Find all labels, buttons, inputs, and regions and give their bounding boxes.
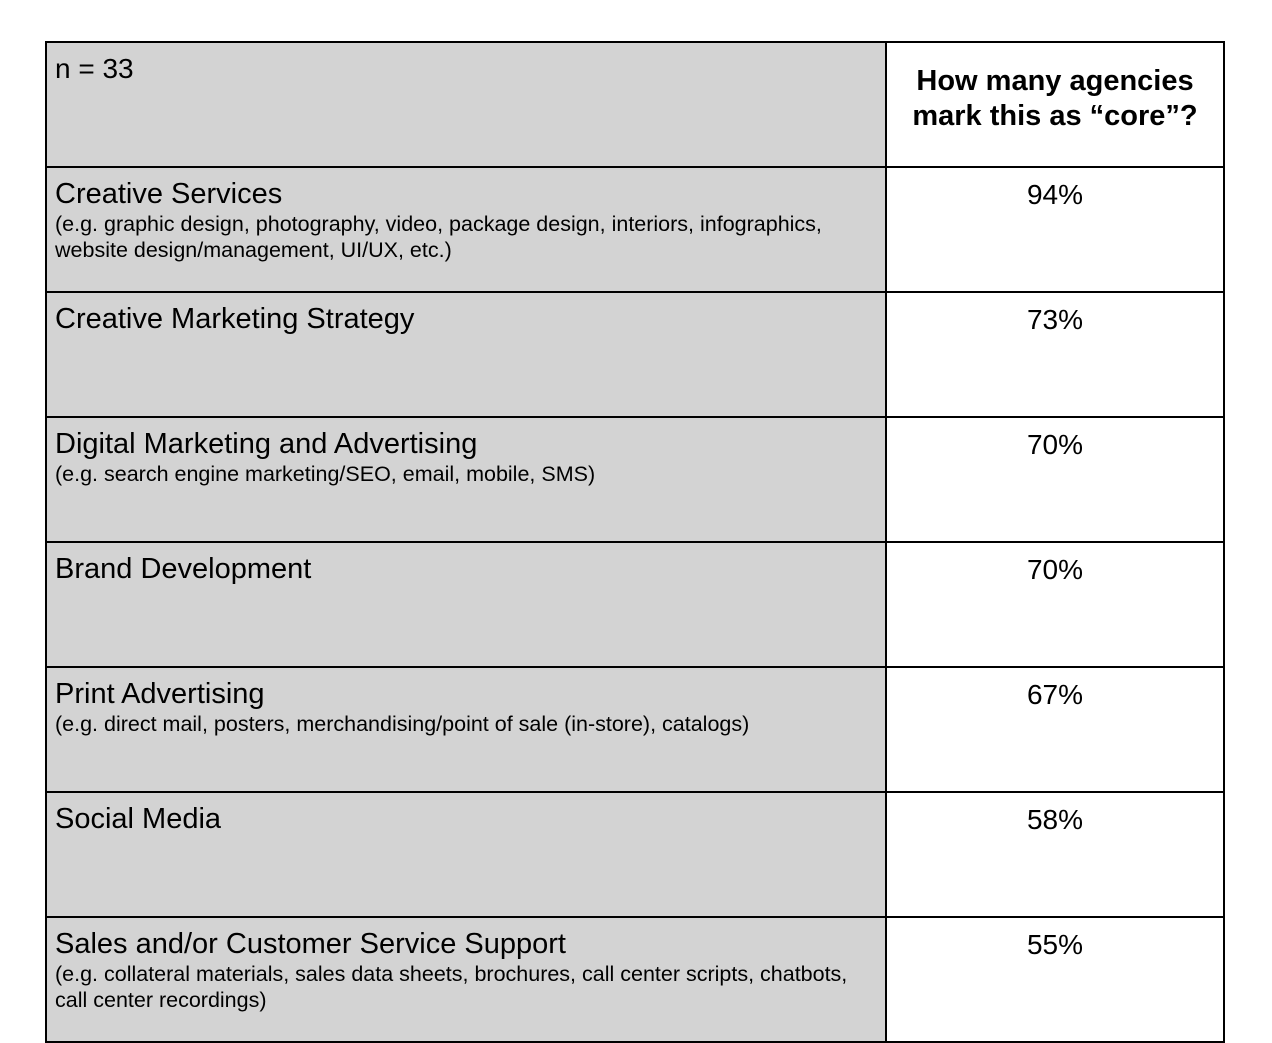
table-row: Brand Development 70% <box>45 541 1225 668</box>
category-name: Digital Marketing and Advertising <box>55 428 478 460</box>
percentage-value: 73% <box>1026 304 1084 335</box>
column-title-cell: How many agencies mark this as “core”? <box>885 41 1225 168</box>
table-body: n = 33 How many agencies mark this as “c… <box>45 41 1225 1043</box>
category-name: Social Media <box>55 803 222 835</box>
sample-size-label: n = 33 <box>55 53 134 84</box>
category-examples: (e.g. graphic design, photography, video… <box>55 212 822 262</box>
percentage-value: 70% <box>1026 429 1084 460</box>
percentage-value: 70% <box>1026 554 1084 585</box>
percentage-cell: 94% <box>885 166 1225 293</box>
percentage-cell: 55% <box>885 916 1225 1043</box>
percentage-cell: 70% <box>885 541 1225 668</box>
table-row: Print Advertising (e.g. direct mail, post… <box>45 666 1225 793</box>
category-name: Brand Development <box>55 553 312 585</box>
percentage-value: 94% <box>1026 179 1084 210</box>
category-cell: Creative Services (e.g. graphic design, p… <box>45 166 887 293</box>
category-examples: (e.g. direct mail, posters, merchandisin… <box>55 712 750 736</box>
core-services-table: n = 33 How many agencies mark this as “c… <box>45 41 1225 1043</box>
category-examples: (e.g. search engine marketing/SEO, email… <box>55 462 596 486</box>
table-row: Creative Marketing Strategy 73% <box>45 291 1225 418</box>
column-title: How many agencies mark this as “core”? <box>912 65 1198 132</box>
category-examples: (e.g. collateral materials, sales data s… <box>55 962 848 1012</box>
category-name: Sales and/or Customer Service Support <box>55 928 566 960</box>
table-row: Digital Marketing and Advertising (e.g. s… <box>45 416 1225 543</box>
category-cell: Social Media <box>45 791 887 918</box>
category-cell: Creative Marketing Strategy <box>45 291 887 418</box>
table-row: Sales and/or Customer Service Support (e.… <box>45 916 1225 1043</box>
category-cell: Sales and/or Customer Service Support (e.… <box>45 916 887 1043</box>
percentage-cell: 67% <box>885 666 1225 793</box>
table-row: Creative Services (e.g. graphic design, p… <box>45 166 1225 293</box>
percentage-value: 67% <box>1026 679 1084 710</box>
category-name: Print Advertising <box>55 678 265 710</box>
table-header-row: n = 33 How many agencies mark this as “c… <box>45 41 1225 168</box>
category-cell: Print Advertising (e.g. direct mail, post… <box>45 666 887 793</box>
category-name: Creative Marketing Strategy <box>55 303 415 335</box>
percentage-cell: 58% <box>885 791 1225 918</box>
percentage-cell: 70% <box>885 416 1225 543</box>
table-row: Social Media 58% <box>45 791 1225 918</box>
percentage-cell: 73% <box>885 291 1225 418</box>
percentage-value: 58% <box>1026 804 1084 835</box>
category-name: Creative Services <box>55 178 283 210</box>
percentage-value: 55% <box>1026 929 1084 960</box>
category-cell: Brand Development <box>45 541 887 668</box>
category-cell: Digital Marketing and Advertising (e.g. s… <box>45 416 887 543</box>
sample-size-cell: n = 33 <box>45 41 887 168</box>
